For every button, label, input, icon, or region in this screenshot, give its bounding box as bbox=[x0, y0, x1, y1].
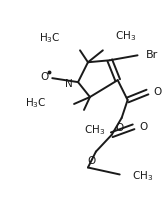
Text: O: O bbox=[116, 123, 124, 133]
Text: Br: Br bbox=[145, 50, 158, 60]
Text: O: O bbox=[88, 156, 96, 166]
Text: H$_3$C: H$_3$C bbox=[39, 31, 60, 45]
Text: O: O bbox=[140, 122, 148, 132]
Text: H$_3$C: H$_3$C bbox=[25, 96, 46, 110]
Text: N: N bbox=[65, 79, 73, 89]
Text: CH$_3$: CH$_3$ bbox=[132, 169, 153, 183]
Text: CH$_3$: CH$_3$ bbox=[84, 123, 105, 137]
Text: CH$_3$: CH$_3$ bbox=[115, 30, 136, 43]
Text: O: O bbox=[153, 87, 162, 97]
Text: O: O bbox=[40, 72, 48, 82]
